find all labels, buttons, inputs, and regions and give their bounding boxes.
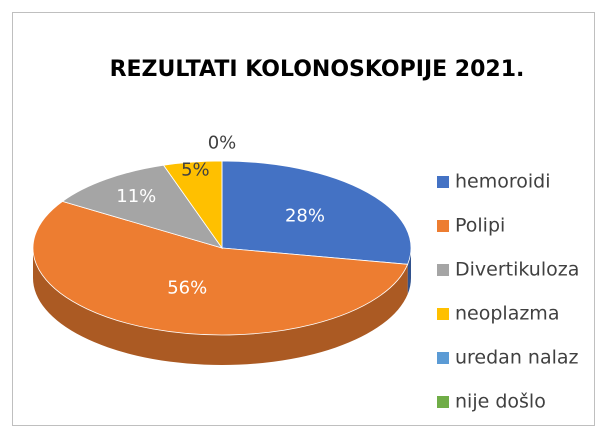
legend-swatch <box>437 220 449 232</box>
slice <box>221 160 412 265</box>
data-label: 5% <box>181 160 210 181</box>
legend-label: neoplazma <box>455 303 559 325</box>
data-label: 0% <box>208 133 237 154</box>
legend-swatch <box>437 396 449 408</box>
slice <box>32 200 409 336</box>
slice <box>61 164 223 249</box>
slice-side <box>33 248 408 365</box>
slice-side <box>407 248 411 295</box>
data-label: 11% <box>116 186 156 207</box>
legend-label: uredan nalaz <box>455 347 579 369</box>
data-label: 28% <box>285 205 325 226</box>
legend-label: nije došlo <box>455 391 546 413</box>
legend-swatch <box>437 176 449 188</box>
data-label: 56% <box>167 277 207 298</box>
legend-swatch <box>437 308 449 320</box>
legend-label: hemoroidi <box>455 171 551 193</box>
legend-swatch <box>437 352 449 364</box>
legend-label: Polipi <box>455 215 505 237</box>
chart-title: REZULTATI KOLONOSKOPIJE 2021. <box>110 57 525 82</box>
legend-label: Divertikuloza <box>455 259 579 281</box>
legend-swatch <box>437 264 449 276</box>
